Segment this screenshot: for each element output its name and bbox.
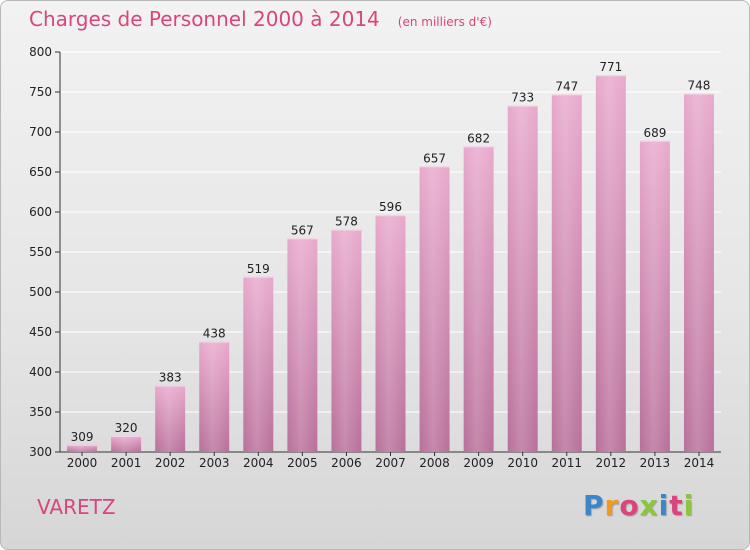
bar-highlight xyxy=(463,146,494,452)
bar-highlight xyxy=(683,93,714,452)
x-tick-label: 2002 xyxy=(155,456,186,470)
value-label: 567 xyxy=(291,223,314,237)
value-label: 689 xyxy=(643,126,666,140)
bar-highlight xyxy=(595,75,626,452)
bar-highlight xyxy=(155,385,186,452)
x-tick-label: 2012 xyxy=(596,456,627,470)
value-label: 309 xyxy=(71,430,94,444)
bar-highlight xyxy=(639,140,670,453)
value-label: 578 xyxy=(335,215,358,229)
bar-highlight xyxy=(551,94,582,453)
x-tick-label: 2004 xyxy=(243,456,274,470)
x-tick-label: 2011 xyxy=(551,456,582,470)
value-label: 748 xyxy=(688,79,711,93)
x-tick-label: 2010 xyxy=(507,456,538,470)
value-label: 438 xyxy=(203,327,226,341)
x-tick-label: 2007 xyxy=(375,456,406,470)
bar-highlight xyxy=(111,436,142,452)
bar-highlight xyxy=(287,238,318,452)
logo-letter: r xyxy=(604,489,620,522)
x-tick-label: 2014 xyxy=(684,456,715,470)
logo-letter: i xyxy=(658,489,670,522)
y-tick-label: 600 xyxy=(29,205,52,219)
bar-highlight xyxy=(243,276,274,452)
commune-name: VARETZ xyxy=(37,495,116,519)
y-tick-label: 300 xyxy=(29,445,52,459)
value-label: 657 xyxy=(423,151,446,165)
value-label: 519 xyxy=(247,262,270,276)
bar-highlight xyxy=(419,166,450,452)
y-tick-label: 450 xyxy=(29,325,52,339)
logo-letter: o xyxy=(619,489,640,522)
y-tick-label: 700 xyxy=(29,125,52,139)
logo-letter: i xyxy=(683,489,695,522)
x-tick-label: 2013 xyxy=(640,456,671,470)
logo-letter: x xyxy=(639,489,659,522)
value-label: 771 xyxy=(599,60,622,74)
x-tick-label: 2009 xyxy=(463,456,494,470)
chart-title: Charges de Personnel 2000 à 2014 xyxy=(29,7,380,31)
y-tick-label: 400 xyxy=(29,365,52,379)
value-label: 682 xyxy=(467,131,490,145)
title-row: Charges de Personnel 2000 à 2014 (en mill… xyxy=(29,7,492,31)
y-tick-label: 750 xyxy=(29,85,52,99)
y-tick-label: 650 xyxy=(29,165,52,179)
x-tick-label: 2008 xyxy=(419,456,450,470)
y-tick-label: 550 xyxy=(29,245,52,259)
value-label: 320 xyxy=(115,421,138,435)
bar-highlight xyxy=(375,215,406,452)
chart-subtitle: (en milliers d'€) xyxy=(397,15,492,29)
x-tick-label: 2006 xyxy=(331,456,362,470)
proxiti-logo: Proxiti xyxy=(583,489,694,522)
x-tick-label: 2001 xyxy=(111,456,142,470)
value-label: 383 xyxy=(159,371,182,385)
value-label: 733 xyxy=(511,91,534,105)
logo-letter: t xyxy=(669,489,684,522)
x-tick-label: 2000 xyxy=(67,456,98,470)
y-tick-label: 800 xyxy=(29,45,52,59)
x-tick-label: 2003 xyxy=(199,456,230,470)
bar-highlight xyxy=(199,341,230,452)
y-tick-label: 500 xyxy=(29,285,52,299)
bar-highlight xyxy=(67,444,98,452)
bar-highlight xyxy=(331,229,362,452)
x-tick-label: 2005 xyxy=(287,456,318,470)
value-label: 747 xyxy=(555,79,578,93)
value-label: 596 xyxy=(379,200,402,214)
bar-highlight xyxy=(507,105,538,452)
y-tick-label: 350 xyxy=(29,405,52,419)
logo-letter: P xyxy=(583,489,605,522)
